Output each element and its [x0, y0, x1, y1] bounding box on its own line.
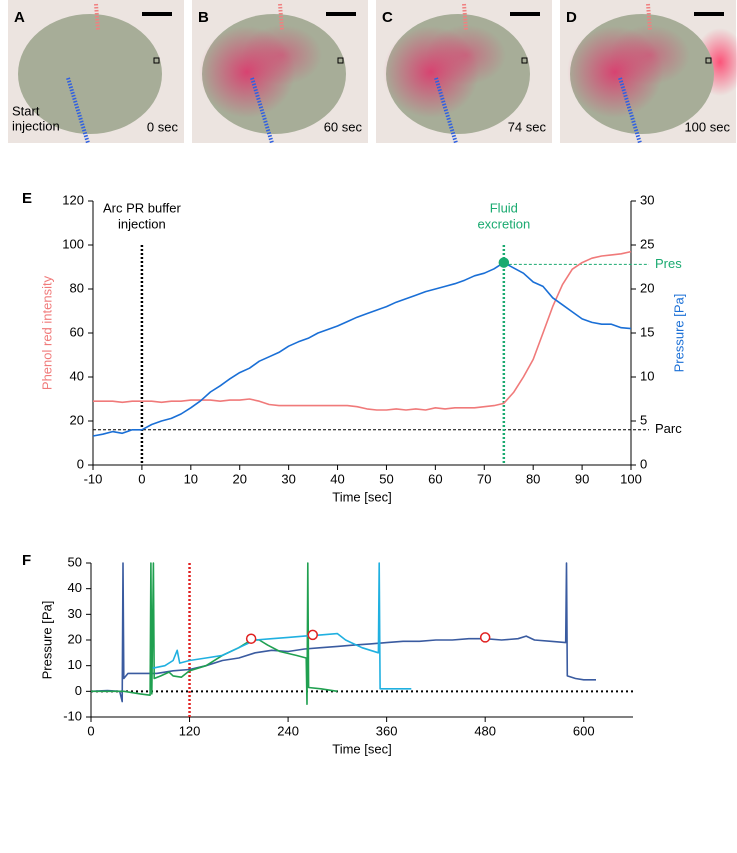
y2-axis-label: Pressure [Pa]	[671, 294, 686, 373]
time-label: 60 sec	[324, 119, 363, 134]
x-tick-label: 30	[281, 471, 295, 486]
x-tick-label: 60	[428, 471, 442, 486]
pipette	[434, 77, 458, 144]
y-tick-label: 10	[68, 657, 82, 672]
pipette	[278, 3, 284, 31]
y-tick-label: 40	[70, 368, 84, 383]
dye	[242, 25, 322, 85]
image-panel: D 100 sec	[560, 0, 737, 144]
roi-box	[705, 57, 712, 64]
x-tick-label: 240	[277, 723, 299, 738]
time-label: 74 sec	[508, 119, 547, 134]
annotation: Fluid	[490, 200, 518, 215]
y-axis-label: Pressure [Pa]	[39, 601, 54, 680]
marker	[479, 632, 491, 643]
annotation: Arc PR buffer	[103, 200, 181, 215]
data-line	[91, 562, 338, 705]
y2-tick-label: 0	[640, 456, 647, 471]
data-line	[152, 562, 412, 690]
y-tick-label: 20	[68, 631, 82, 646]
x-tick-label: 600	[573, 723, 595, 738]
panel-letter: B	[198, 9, 209, 26]
pipette	[462, 3, 468, 31]
annotation: excretion	[477, 216, 530, 231]
panel-letter: E	[22, 190, 32, 207]
data-line	[90, 562, 596, 703]
x-tick-label: 70	[477, 471, 491, 486]
x-tick-label: -10	[84, 471, 103, 486]
caption: Start	[12, 103, 40, 118]
image-panel: C 74 sec	[376, 0, 552, 144]
scale-bar	[326, 12, 356, 16]
x-tick-label: 0	[138, 471, 145, 486]
y-tick-label: 0	[75, 683, 82, 698]
y2-tick-label: 15	[640, 324, 654, 339]
oocyte	[18, 14, 162, 134]
x-tick-label: 50	[379, 471, 393, 486]
x-tick-label: 360	[376, 723, 398, 738]
data-line	[92, 261, 632, 437]
time-label: 100 sec	[684, 119, 730, 134]
x-tick-label: 480	[474, 723, 496, 738]
annotation: injection	[118, 216, 166, 231]
pipette	[618, 77, 642, 144]
y-tick-label: 30	[68, 606, 82, 621]
scale-bar	[694, 12, 724, 16]
x-tick-label: 20	[232, 471, 246, 486]
data-line	[93, 250, 632, 411]
y-tick-label: 60	[70, 324, 84, 339]
y-tick-label: 50	[68, 554, 82, 569]
y-tick-label: 120	[62, 192, 84, 207]
scale-bar	[510, 12, 540, 16]
y-tick-label: 80	[70, 280, 84, 295]
y-tick-label: -10	[63, 708, 82, 723]
caption: injection	[12, 118, 60, 133]
dye	[426, 25, 506, 85]
y2-tick-label: 5	[640, 412, 647, 427]
pipette	[66, 77, 90, 144]
y2-tick-label: 25	[640, 236, 654, 251]
time-label: 0 sec	[147, 119, 179, 134]
dye	[610, 25, 690, 85]
y2-tick-label: 30	[640, 192, 654, 207]
x-tick-label: 80	[526, 471, 540, 486]
scale-bar	[142, 12, 172, 16]
y-tick-label: 20	[70, 412, 84, 427]
reference-label: Pres	[655, 256, 682, 271]
pipette	[94, 3, 100, 31]
x-tick-label: 120	[179, 723, 201, 738]
y2-tick-label: 10	[640, 368, 654, 383]
x-tick-label: 90	[575, 471, 589, 486]
panel-letter: D	[566, 9, 577, 26]
pipette	[646, 3, 652, 31]
panel-letter: F	[22, 552, 31, 569]
y2-tick-label: 20	[640, 280, 654, 295]
x-tick-label: 0	[87, 723, 94, 738]
marker	[498, 257, 510, 268]
x-tick-label: 40	[330, 471, 344, 486]
x-axis-label: Time [sec]	[332, 489, 391, 504]
pipette	[250, 77, 274, 144]
roi-box	[521, 57, 528, 64]
y-tick-label: 0	[77, 456, 84, 471]
x-tick-label: 10	[184, 471, 198, 486]
roi-box	[153, 57, 160, 64]
x-axis-label: Time [sec]	[332, 741, 391, 756]
panel-letter: C	[382, 9, 393, 26]
marker	[307, 629, 318, 641]
x-tick-label: 100	[620, 471, 642, 486]
reference-label: Parc	[655, 421, 682, 436]
y-axis-label: Phenol red intensity	[39, 275, 54, 390]
panel-letter: A	[14, 9, 25, 26]
y-tick-label: 100	[62, 236, 84, 251]
roi-box	[337, 57, 344, 64]
image-panel: B 60 sec	[192, 0, 368, 144]
y-tick-label: 40	[68, 580, 82, 595]
marker	[245, 633, 257, 644]
